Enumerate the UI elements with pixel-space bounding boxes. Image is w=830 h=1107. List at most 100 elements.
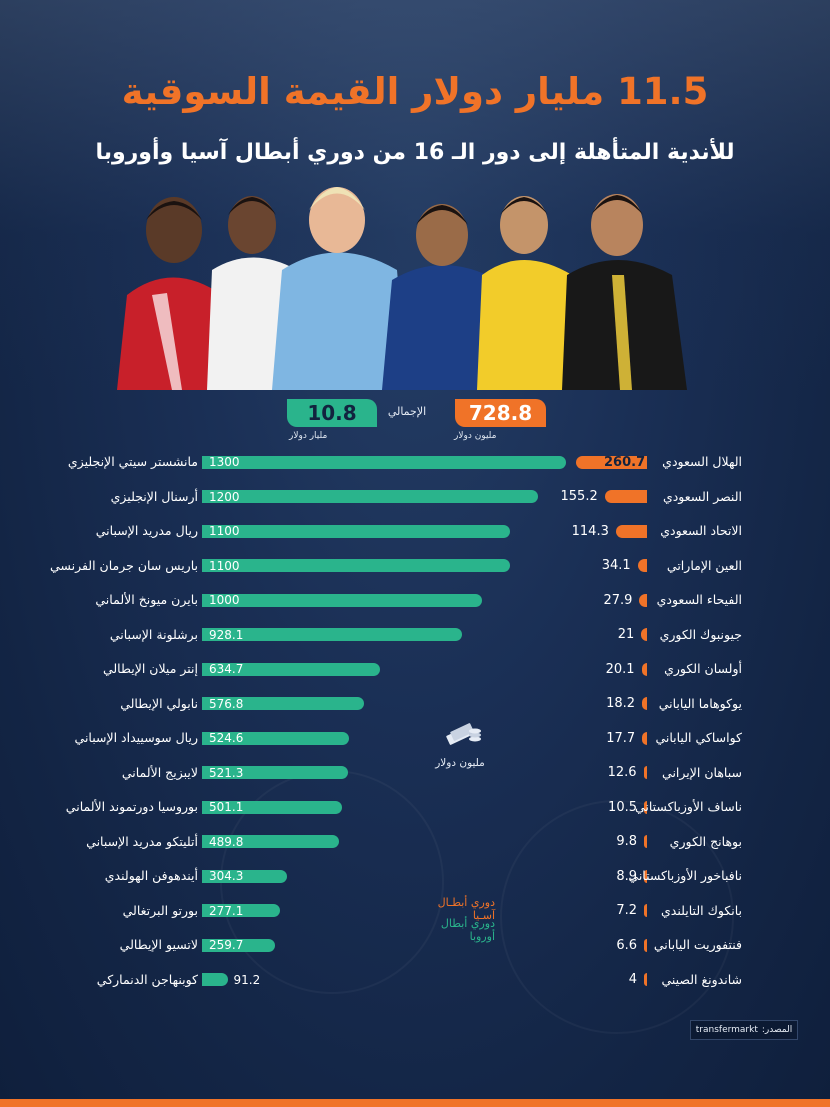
asia-club-name: العين الإماراتي: [666, 557, 742, 573]
europe-bar: [202, 628, 462, 641]
asia-bar: [644, 938, 647, 952]
europe-club-name: نابولي الإيطالي: [120, 695, 198, 711]
europe-bar-value: 259.7: [209, 938, 244, 952]
asia-bar-value: 4: [628, 972, 637, 987]
asia-bar: [615, 524, 647, 538]
europe-bar-value: 1100: [209, 558, 240, 573]
europe-bar: [202, 524, 510, 538]
asia-club-name: شاندونغ الصيني: [661, 971, 742, 987]
europe-club-name: ريال مدريد الإسباني: [95, 523, 198, 538]
asia-bar: [576, 455, 647, 469]
asia-bar-value: 10.5: [608, 799, 637, 815]
asia-club-name: كواساكي الياباني: [655, 730, 742, 745]
asia-club-name: النصر السعودي: [662, 488, 742, 504]
europe-bar: [202, 835, 340, 848]
europe-bar-value: 277.1: [209, 903, 244, 918]
europe-bar-value: 91.2: [233, 972, 261, 987]
asia-bar: [639, 593, 647, 607]
europe-club-name: برشلونة الإسباني: [109, 626, 198, 642]
asia-bar: [644, 835, 647, 848]
europe-bar: [202, 973, 228, 986]
asia-bar: [641, 628, 647, 641]
europe-club-name: بوروسيا دورتموند الألماني: [65, 799, 198, 814]
players-photo-group: [117, 187, 687, 390]
europe-total-value: 10.8: [287, 399, 377, 427]
europe-bar: [202, 697, 364, 710]
asia-club-name: بانكوك التايلندي: [661, 902, 742, 918]
europe-club-name: مانشستر سيتي الإنجليزي: [67, 454, 198, 469]
europe-club-name: لاتسيو الإيطالي: [119, 937, 198, 952]
player-figure-1: [117, 197, 227, 390]
asia-bar-value: 20.1: [605, 661, 635, 677]
europe-bar-value: 489.8: [209, 834, 244, 849]
asia-bar-value: 34.1: [601, 558, 631, 573]
europe-bar-value: 521.3: [209, 765, 244, 780]
asia-club-name: أولسان الكوري: [664, 661, 742, 676]
page-title: 11.5 مليار دولار القيمة السوقية: [121, 70, 709, 113]
europe-bar: [202, 766, 348, 779]
europe-bar: [202, 869, 288, 883]
europe-bar: [202, 490, 538, 503]
asia-bar-value: 155.2: [560, 489, 598, 504]
europe-club-name: ريال سوسييداد الإسباني: [74, 730, 198, 745]
asia-club-name: فنتفوريت الياباني: [653, 937, 742, 952]
europe-bar: [202, 559, 510, 572]
europe-bar-value: 634.7: [209, 662, 244, 676]
europe-club-name: لايبزيج الألماني: [121, 764, 198, 780]
europe-bar: [202, 731, 349, 745]
europe-bar-value: 1000: [209, 593, 240, 607]
asia-bar-value: 6.6: [616, 937, 637, 953]
source-box: المصدر: transfermarkt: [690, 1020, 798, 1040]
asia-total-unit: مليون دولار: [454, 431, 497, 441]
bottom-accent-strip: [0, 1099, 830, 1107]
europe-club-name: باريس سان جرمان الفرنسي: [50, 557, 198, 573]
asia-bar: [637, 559, 647, 572]
asia-club-name: سباهان الإيراني: [662, 764, 742, 780]
europe-bar-value: 524.6: [209, 731, 244, 745]
asia-club-name: بوهانج الكوري: [669, 833, 742, 849]
asia-bar-value: 114.3: [571, 523, 609, 539]
asia-bar-value: 7.2: [616, 903, 637, 918]
money-stack-icon: [446, 723, 481, 745]
europe-bar: [202, 800, 343, 814]
player-figure-4: [382, 204, 507, 390]
asia-bar-value: 12.6: [607, 765, 637, 780]
europe-bar-value: 928.1: [209, 627, 244, 642]
europe-total-unit: مليار دولار: [289, 431, 328, 441]
asia-bar: [643, 766, 647, 779]
asia-total-value: 728.8: [455, 399, 546, 427]
europe-bar: [202, 593, 482, 607]
asia-club-name: جيونبوك الكوري: [659, 626, 742, 642]
europe-bar-value: 576.8: [209, 696, 244, 711]
europe-club-name: بايرن ميونخ الألماني: [95, 592, 198, 607]
source-label: المصدر:: [761, 1025, 793, 1035]
europe-bar-value: 304.3: [209, 869, 244, 883]
page-subtitle: للأندية المتأهلة إلى دور الـ 16 من دوري …: [95, 140, 735, 165]
asia-bar: [604, 490, 647, 503]
asia-club-name: يوكوهاما الياباني: [658, 695, 742, 711]
asia-bar: [642, 697, 647, 710]
asia-bar-value: 9.8: [616, 834, 637, 849]
europe-club-name: أيندهوفن الهولندي: [104, 868, 198, 883]
asia-club-name: الاتحاد السعودي: [660, 523, 742, 538]
asia-bar: [642, 731, 647, 745]
europe-bar: [202, 938, 275, 952]
asia-bar: [644, 904, 647, 917]
asia-club-name: نافباخور الأوزباكستاني: [628, 868, 742, 883]
europe-bar: [202, 904, 280, 917]
totals-label: الإجمالي: [387, 405, 427, 418]
europe-club-name: أرسنال الإنجليزي: [110, 488, 198, 504]
asia-bar: [644, 869, 647, 883]
europe-club-name: إنتر ميلان الإيطالي: [102, 661, 198, 676]
asia-bar-value: 8.9: [616, 868, 637, 884]
player-figure-3: [272, 187, 407, 390]
europe-bar-value: 1100: [209, 524, 240, 538]
europe-bar-value: 501.1: [209, 800, 244, 814]
source-value: transfermarkt: [695, 1025, 758, 1035]
asia-bar: [641, 662, 647, 676]
europe-bar-value: 1200: [209, 489, 240, 504]
ball-decoration-right: [500, 800, 734, 1034]
europe-bar: [202, 455, 566, 469]
asia-bar-value: 21: [617, 627, 635, 642]
